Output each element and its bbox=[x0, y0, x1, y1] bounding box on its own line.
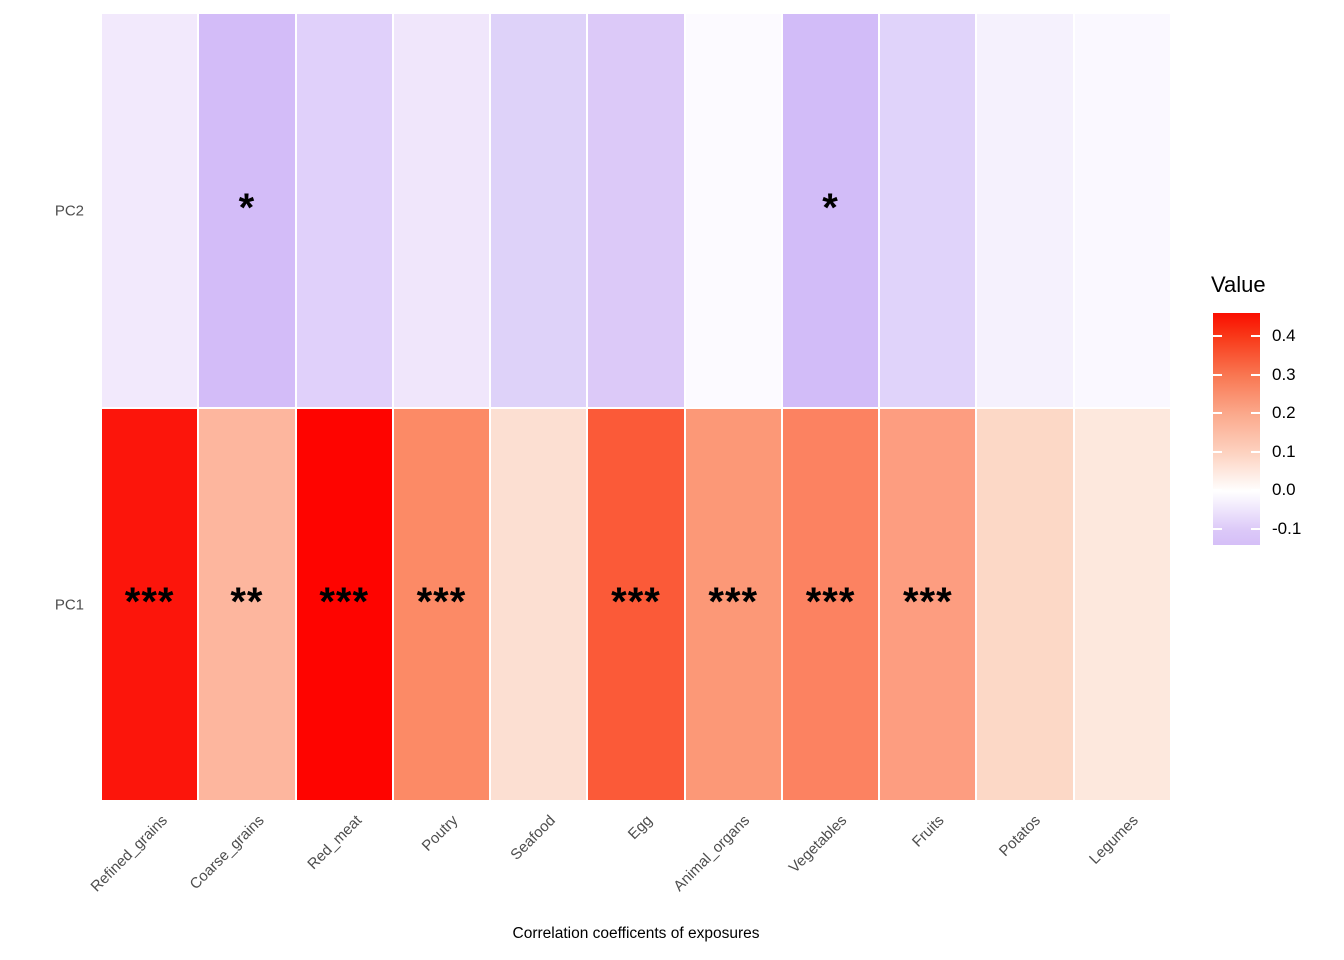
y-axis-label-pc1: PC1 bbox=[54, 596, 84, 613]
heatmap-cell-PC1-Vegetables: *** bbox=[782, 409, 879, 800]
legend-tick-label: 0.0 bbox=[1272, 480, 1296, 500]
heatmap-cell-PC1-Seafood bbox=[491, 409, 587, 800]
x-axis-title: Correlation coefficents of exposures bbox=[512, 925, 760, 942]
legend-tick-mark bbox=[1213, 489, 1222, 492]
legend-tick-mark bbox=[1213, 335, 1222, 338]
significance-marks: *** bbox=[611, 579, 661, 624]
x-axis-label-vegetables: Vegetables bbox=[785, 812, 851, 877]
legend-colorbar bbox=[1213, 313, 1260, 545]
legend-tick-mark bbox=[1251, 489, 1260, 492]
legend-tick-mark bbox=[1213, 373, 1222, 376]
legend-tick-mark bbox=[1213, 527, 1222, 530]
x-axis-label-legumes: Legumes bbox=[1085, 812, 1142, 868]
heatmap-cell-PC2-Potatos bbox=[977, 14, 1073, 407]
heatmap-cell-PC2-Refined_grains bbox=[102, 14, 198, 407]
significance-marks: ** bbox=[230, 579, 264, 624]
heatmap-cell-PC1-Animal_organs: *** bbox=[685, 409, 781, 800]
significance-marks: *** bbox=[416, 579, 467, 624]
heatmap-cell-PC1-Poutry: *** bbox=[393, 409, 490, 800]
heatmap-cell-PC1-Refined_grains: *** bbox=[102, 409, 198, 800]
heatmap-cell-PC2-Seafood bbox=[491, 14, 587, 407]
significance-marks: *** bbox=[124, 579, 175, 624]
x-axis-label-refined_grains: Refined_grains bbox=[87, 812, 171, 896]
heatmap-cell-PC2-Egg bbox=[588, 14, 684, 407]
heatmap-cell-PC2-Poutry bbox=[393, 14, 490, 407]
legend-tick-mark bbox=[1213, 450, 1222, 453]
legend-tick-label: 0.3 bbox=[1272, 364, 1296, 384]
legend-tick-label: 0.1 bbox=[1272, 441, 1296, 461]
legend-tick-label: 0.4 bbox=[1272, 326, 1296, 346]
significance-marks: *** bbox=[805, 579, 856, 624]
heatmap-cell-PC2-Red_meat bbox=[296, 14, 392, 407]
heatmap-cell-PC2-Fruits bbox=[880, 14, 976, 407]
heatmap-cell-PC1-Potatos bbox=[977, 409, 1073, 800]
x-axis-label-egg: Egg bbox=[625, 812, 657, 843]
significance-marks: *** bbox=[902, 579, 953, 624]
heatmap-cell-PC2-Vegetables: * bbox=[782, 14, 879, 407]
heatmap-cell-PC1-Egg: *** bbox=[588, 409, 684, 800]
x-axis-label-poutry: Poutry bbox=[419, 812, 462, 855]
legend-tick-mark bbox=[1251, 412, 1260, 415]
heatmap-cell-PC2-Legumes bbox=[1074, 14, 1170, 407]
x-axis-label-fruits: Fruits bbox=[908, 812, 948, 851]
heatmap-cell-PC2-Coarse_grains: * bbox=[199, 14, 295, 407]
legend-tick-label: -0.1 bbox=[1272, 518, 1302, 538]
legend-title: Value bbox=[1211, 272, 1266, 297]
heatmap-cell-PC1-Fruits: *** bbox=[880, 409, 976, 800]
x-axis-label-red_meat: Red_meat bbox=[303, 812, 365, 873]
x-axis-label-coarse_grains: Coarse_grains bbox=[186, 812, 268, 894]
x-axis-label-animal_organs: Animal_organs bbox=[670, 812, 754, 895]
legend-tick-mark bbox=[1251, 335, 1260, 338]
heatmap-cell-PC1-Red_meat: *** bbox=[296, 409, 392, 800]
significance-marks: * bbox=[822, 185, 839, 230]
significance-marks: *** bbox=[708, 579, 759, 624]
x-axis-label-seafood: Seafood bbox=[507, 812, 559, 864]
legend-tick-label: 0.2 bbox=[1272, 403, 1296, 423]
heatmap-cell-PC1-Legumes bbox=[1074, 409, 1170, 800]
significance-marks: * bbox=[238, 185, 256, 230]
significance-marks: *** bbox=[319, 579, 370, 624]
heatmap-panel: * * *** ** *** *** *** *** *** *** bbox=[102, 14, 1170, 800]
legend-tick-mark bbox=[1213, 412, 1222, 415]
heatmap-cell-PC2-Animal_organs bbox=[685, 14, 781, 407]
legend-tick-mark bbox=[1251, 373, 1260, 376]
y-axis-label-pc2: PC2 bbox=[54, 202, 84, 219]
heatmap-cell-PC1-Coarse_grains: ** bbox=[199, 409, 295, 800]
legend-tick-mark bbox=[1251, 527, 1260, 530]
x-axis-label-potatos: Potatos bbox=[996, 812, 1045, 860]
legend-tick-mark bbox=[1251, 450, 1260, 453]
